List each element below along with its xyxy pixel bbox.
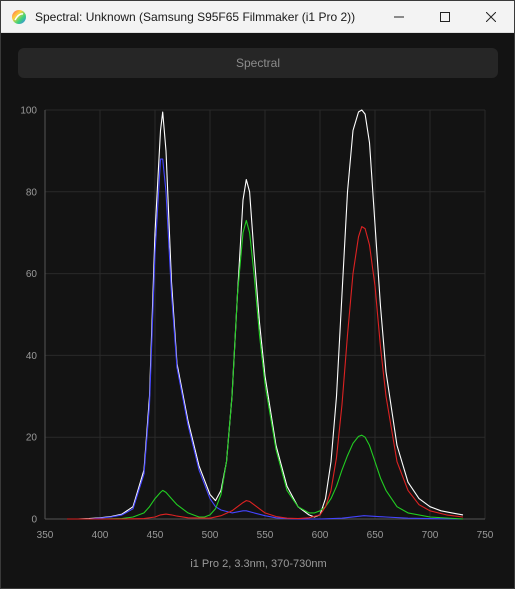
close-button[interactable] xyxy=(468,1,514,32)
maximize-icon xyxy=(440,11,450,22)
x-tick-label: 550 xyxy=(257,530,274,541)
minimize-icon xyxy=(394,16,404,17)
series-line-1 xyxy=(67,158,464,520)
spectral-chart: 350 400 450 500 550 600 650 700 750 0 20 40 60 80 100 xyxy=(20,106,494,542)
y-tick-label: 100 xyxy=(20,106,37,117)
x-tick-label: 750 xyxy=(477,530,494,541)
x-axis-label: i1 Pro 2, 3.3nm, 370-730nm xyxy=(190,558,327,570)
x-tick-label: 350 xyxy=(37,530,54,541)
y-tick-label: 40 xyxy=(26,351,38,362)
app-icon xyxy=(12,9,26,24)
x-tick-label: 400 xyxy=(92,530,109,541)
title-bar[interactable]: Spectral: Unknown (Samsung S95F65 Filmma… xyxy=(1,1,514,33)
x-tick-label: 600 xyxy=(312,530,329,541)
series-line-3 xyxy=(67,226,464,520)
maximize-button[interactable] xyxy=(422,1,468,32)
x-tick-label: 650 xyxy=(367,530,384,541)
y-tick-label: 60 xyxy=(26,269,38,280)
minimize-button[interactable] xyxy=(376,1,422,32)
series-line-2 xyxy=(67,219,464,520)
y-tick-label: 80 xyxy=(26,187,38,198)
y-tick-label: 20 xyxy=(26,433,38,444)
y-tick-label: 0 xyxy=(31,515,37,526)
x-tick-label: 700 xyxy=(422,530,439,541)
spectral-button[interactable]: Spectral xyxy=(18,48,498,78)
series-line-0 xyxy=(67,109,464,520)
x-tick-label: 500 xyxy=(202,530,219,541)
close-icon xyxy=(486,11,496,22)
x-tick-label: 450 xyxy=(147,530,164,541)
window-title: Spectral: Unknown (Samsung S95F65 Filmma… xyxy=(35,9,356,24)
